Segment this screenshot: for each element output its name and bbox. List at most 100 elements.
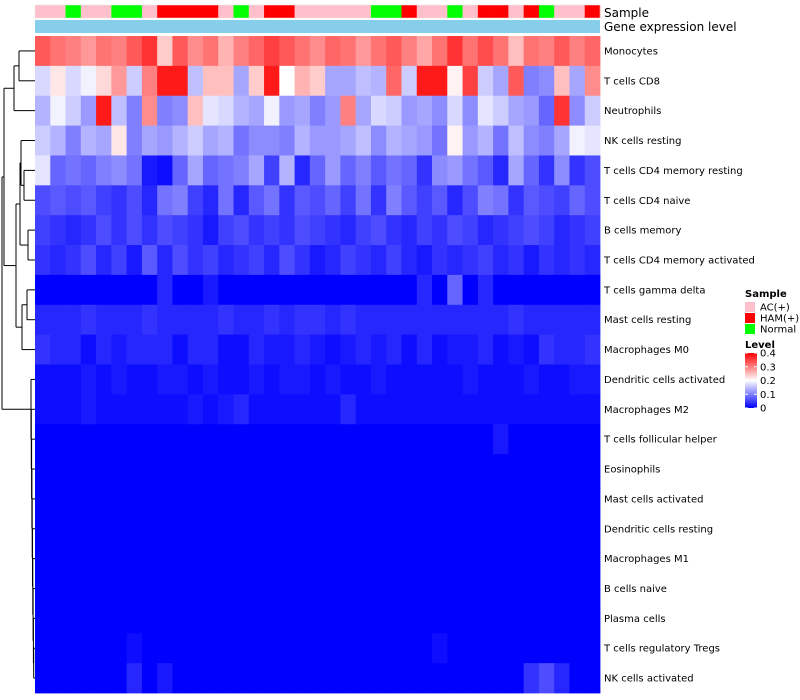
heatmap-cell xyxy=(493,304,509,336)
heatmap-cell xyxy=(264,334,280,365)
heatmap-cell xyxy=(477,245,494,276)
heatmap-cell xyxy=(35,364,51,395)
heatmap-cell xyxy=(80,364,97,395)
heatmap-cell xyxy=(172,274,189,306)
heatmap-cell xyxy=(233,304,250,336)
heatmap-cell xyxy=(569,424,586,455)
heatmap-cell xyxy=(569,125,586,156)
heatmap-cell xyxy=(279,663,295,694)
heatmap-cell xyxy=(65,603,82,634)
heatmap-cell xyxy=(477,155,494,186)
heatmap-cell xyxy=(386,95,402,126)
heatmap-cell xyxy=(386,245,402,276)
heatmap-cell xyxy=(65,245,82,276)
heatmap-cell xyxy=(462,36,479,67)
heatmap-cell xyxy=(386,36,402,67)
heatmap-cell xyxy=(172,334,189,365)
heatmap-cell xyxy=(50,185,66,216)
heatmap-cell xyxy=(294,513,311,545)
heatmap-cell xyxy=(157,483,173,515)
heatmap-cell xyxy=(141,155,158,186)
sample-annotation-cell xyxy=(584,5,601,18)
heatmap-cell xyxy=(202,663,219,694)
heatmap-cell xyxy=(279,364,295,395)
sample-annotation-cell xyxy=(187,5,204,18)
heatmap-cell xyxy=(538,95,555,126)
row-label: T cells follicular helper xyxy=(603,435,718,446)
heatmap-cell xyxy=(355,95,372,126)
heatmap-cell xyxy=(248,304,265,336)
heatmap-cell xyxy=(264,663,280,694)
heatmap-cell xyxy=(584,424,601,455)
heatmap-cell xyxy=(111,394,128,425)
heatmap-cell xyxy=(218,65,234,97)
sample-annotation-cell xyxy=(538,5,555,18)
heatmap-cell xyxy=(523,274,540,306)
heatmap-cell xyxy=(401,454,418,485)
heatmap-cell xyxy=(172,65,189,97)
heatmap-cell xyxy=(264,633,280,664)
heatmap-cell xyxy=(65,304,82,336)
heatmap-cell xyxy=(538,245,555,276)
level-tick-label: 0.3 xyxy=(760,362,776,373)
row-label: Monocytes xyxy=(604,46,658,57)
heatmap-cell xyxy=(432,155,448,186)
heatmap-cell xyxy=(141,125,158,156)
heatmap-cell xyxy=(111,633,128,664)
heatmap-cell xyxy=(538,274,555,306)
heatmap-cell xyxy=(416,125,433,156)
heatmap-cell xyxy=(355,65,372,97)
heatmap-cell xyxy=(50,334,66,365)
heatmap-cell xyxy=(325,424,341,455)
heatmap-cell xyxy=(355,483,372,515)
heatmap-cell xyxy=(111,483,128,515)
heatmap-cell xyxy=(523,513,540,545)
heatmap-cell xyxy=(325,215,341,246)
heatmap-cell xyxy=(554,95,570,126)
heatmap-cell xyxy=(126,304,143,336)
heatmap-cell xyxy=(141,274,158,306)
heatmap-cell xyxy=(65,454,82,485)
heatmap-cell xyxy=(294,125,311,156)
heatmap-cell xyxy=(554,454,570,485)
heatmap-cell xyxy=(401,36,418,67)
sample-annotation-cell xyxy=(218,5,234,18)
heatmap-cell xyxy=(355,573,372,604)
heatmap-cell xyxy=(172,513,189,545)
level-tick-label: 0.2 xyxy=(760,376,776,387)
heatmap-cell xyxy=(493,274,509,306)
heatmap-cell xyxy=(96,245,112,276)
heatmap-cell xyxy=(126,394,143,425)
heatmap-cell xyxy=(96,95,112,126)
heatmap-cell xyxy=(141,95,158,126)
heatmap-cell xyxy=(401,274,418,306)
heatmap-cell xyxy=(432,603,448,634)
heatmap-cell xyxy=(35,454,51,485)
heatmap-cell xyxy=(386,304,402,336)
heatmap-cell xyxy=(325,573,341,604)
heatmap-cell xyxy=(584,125,601,156)
heatmap-cell xyxy=(340,36,357,67)
heatmap-cell xyxy=(477,304,494,336)
heatmap-cell xyxy=(50,454,66,485)
heatmap-cell xyxy=(447,454,463,485)
heatmap-cell xyxy=(65,663,82,694)
heatmap-cell xyxy=(233,483,250,515)
heatmap-cell xyxy=(126,155,143,186)
heatmap-cell xyxy=(538,36,555,67)
heatmap-cell xyxy=(477,215,494,246)
heatmap-cell xyxy=(554,185,570,216)
heatmap-cell xyxy=(264,603,280,634)
heatmap-cell xyxy=(477,364,494,395)
gene-expression-annotation-cell xyxy=(35,20,600,33)
heatmap-cell xyxy=(141,334,158,365)
heatmap-cell xyxy=(355,274,372,306)
sample-annotation-cell xyxy=(111,5,127,18)
heatmap-cell xyxy=(325,36,341,67)
heatmap-cell xyxy=(187,513,204,545)
heatmap-cell xyxy=(202,364,219,395)
heatmap-cell xyxy=(157,603,173,634)
heatmap-cell xyxy=(386,603,402,634)
heatmap-cell xyxy=(172,125,189,156)
heatmap-cell xyxy=(264,483,280,515)
